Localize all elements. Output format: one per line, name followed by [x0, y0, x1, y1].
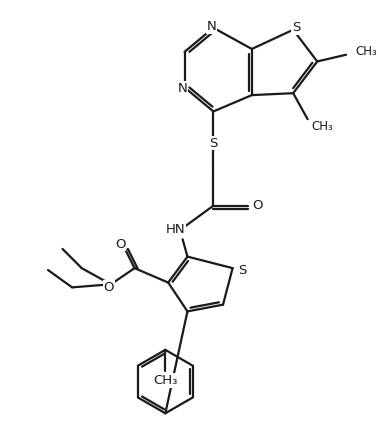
- Text: O: O: [103, 281, 114, 294]
- Text: S: S: [292, 21, 300, 34]
- Text: CH₃: CH₃: [356, 45, 377, 58]
- Text: HN: HN: [166, 223, 186, 236]
- Text: S: S: [209, 137, 218, 150]
- Text: S: S: [238, 264, 246, 277]
- Text: O: O: [115, 238, 125, 250]
- Text: O: O: [253, 199, 263, 212]
- Text: CH₃: CH₃: [153, 374, 178, 387]
- Text: N: N: [178, 82, 187, 95]
- Text: N: N: [207, 20, 216, 33]
- Text: CH₃: CH₃: [311, 120, 333, 133]
